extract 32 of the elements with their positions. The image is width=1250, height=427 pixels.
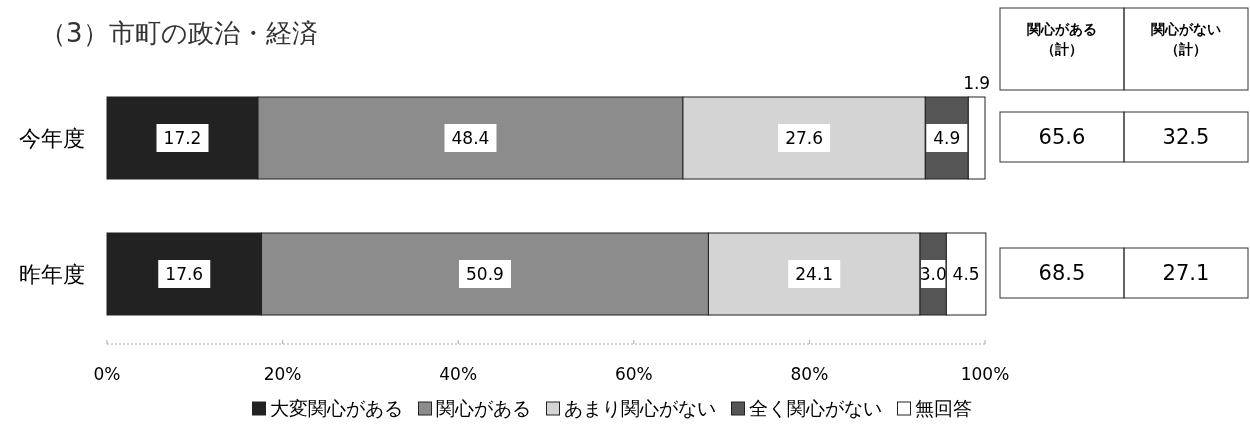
legend-label: 大変関心がある bbox=[269, 397, 403, 419]
x-tick-label: 60% bbox=[614, 364, 653, 384]
data-label: 50.9 bbox=[466, 264, 504, 284]
data-label: 17.2 bbox=[163, 128, 202, 148]
x-tick-label: 40% bbox=[439, 364, 478, 384]
x-tick-label: 100% bbox=[960, 364, 1010, 384]
x-tick-label: 80% bbox=[790, 364, 829, 384]
data-label: 1.9 bbox=[963, 73, 991, 93]
text: 65.6 bbox=[1038, 125, 1086, 149]
text: （計） bbox=[1165, 41, 1207, 57]
text: （計） bbox=[1041, 41, 1083, 57]
text: 68.5 bbox=[1038, 261, 1086, 285]
y-tick-label: 昨年度 bbox=[19, 262, 85, 287]
text: 関心がない bbox=[1151, 21, 1221, 37]
y-tick-label: 今年度 bbox=[19, 126, 85, 151]
data-label: 48.4 bbox=[451, 128, 490, 148]
legend-label: 無回答 bbox=[914, 397, 972, 419]
text: 27.1 bbox=[1162, 261, 1210, 285]
x-tick-label: 20% bbox=[263, 364, 302, 384]
legend-label: 関心がある bbox=[435, 397, 531, 419]
data-label: 24.1 bbox=[795, 264, 834, 284]
text: 関心がある bbox=[1027, 21, 1097, 37]
data-label: 17.6 bbox=[165, 264, 204, 284]
data-label: 4.5 bbox=[952, 264, 980, 284]
data-label: 4.9 bbox=[933, 128, 961, 148]
chart-title: （3）市町の政治・経済 bbox=[40, 18, 318, 48]
x-tick-label: 0% bbox=[93, 364, 121, 384]
legend-label: 全く関心がない bbox=[748, 397, 882, 419]
legend-label: あまり関心がない bbox=[563, 397, 716, 419]
data-label: 27.6 bbox=[785, 128, 824, 148]
data-label: 3.0 bbox=[919, 264, 947, 284]
text: 32.5 bbox=[1162, 125, 1210, 149]
